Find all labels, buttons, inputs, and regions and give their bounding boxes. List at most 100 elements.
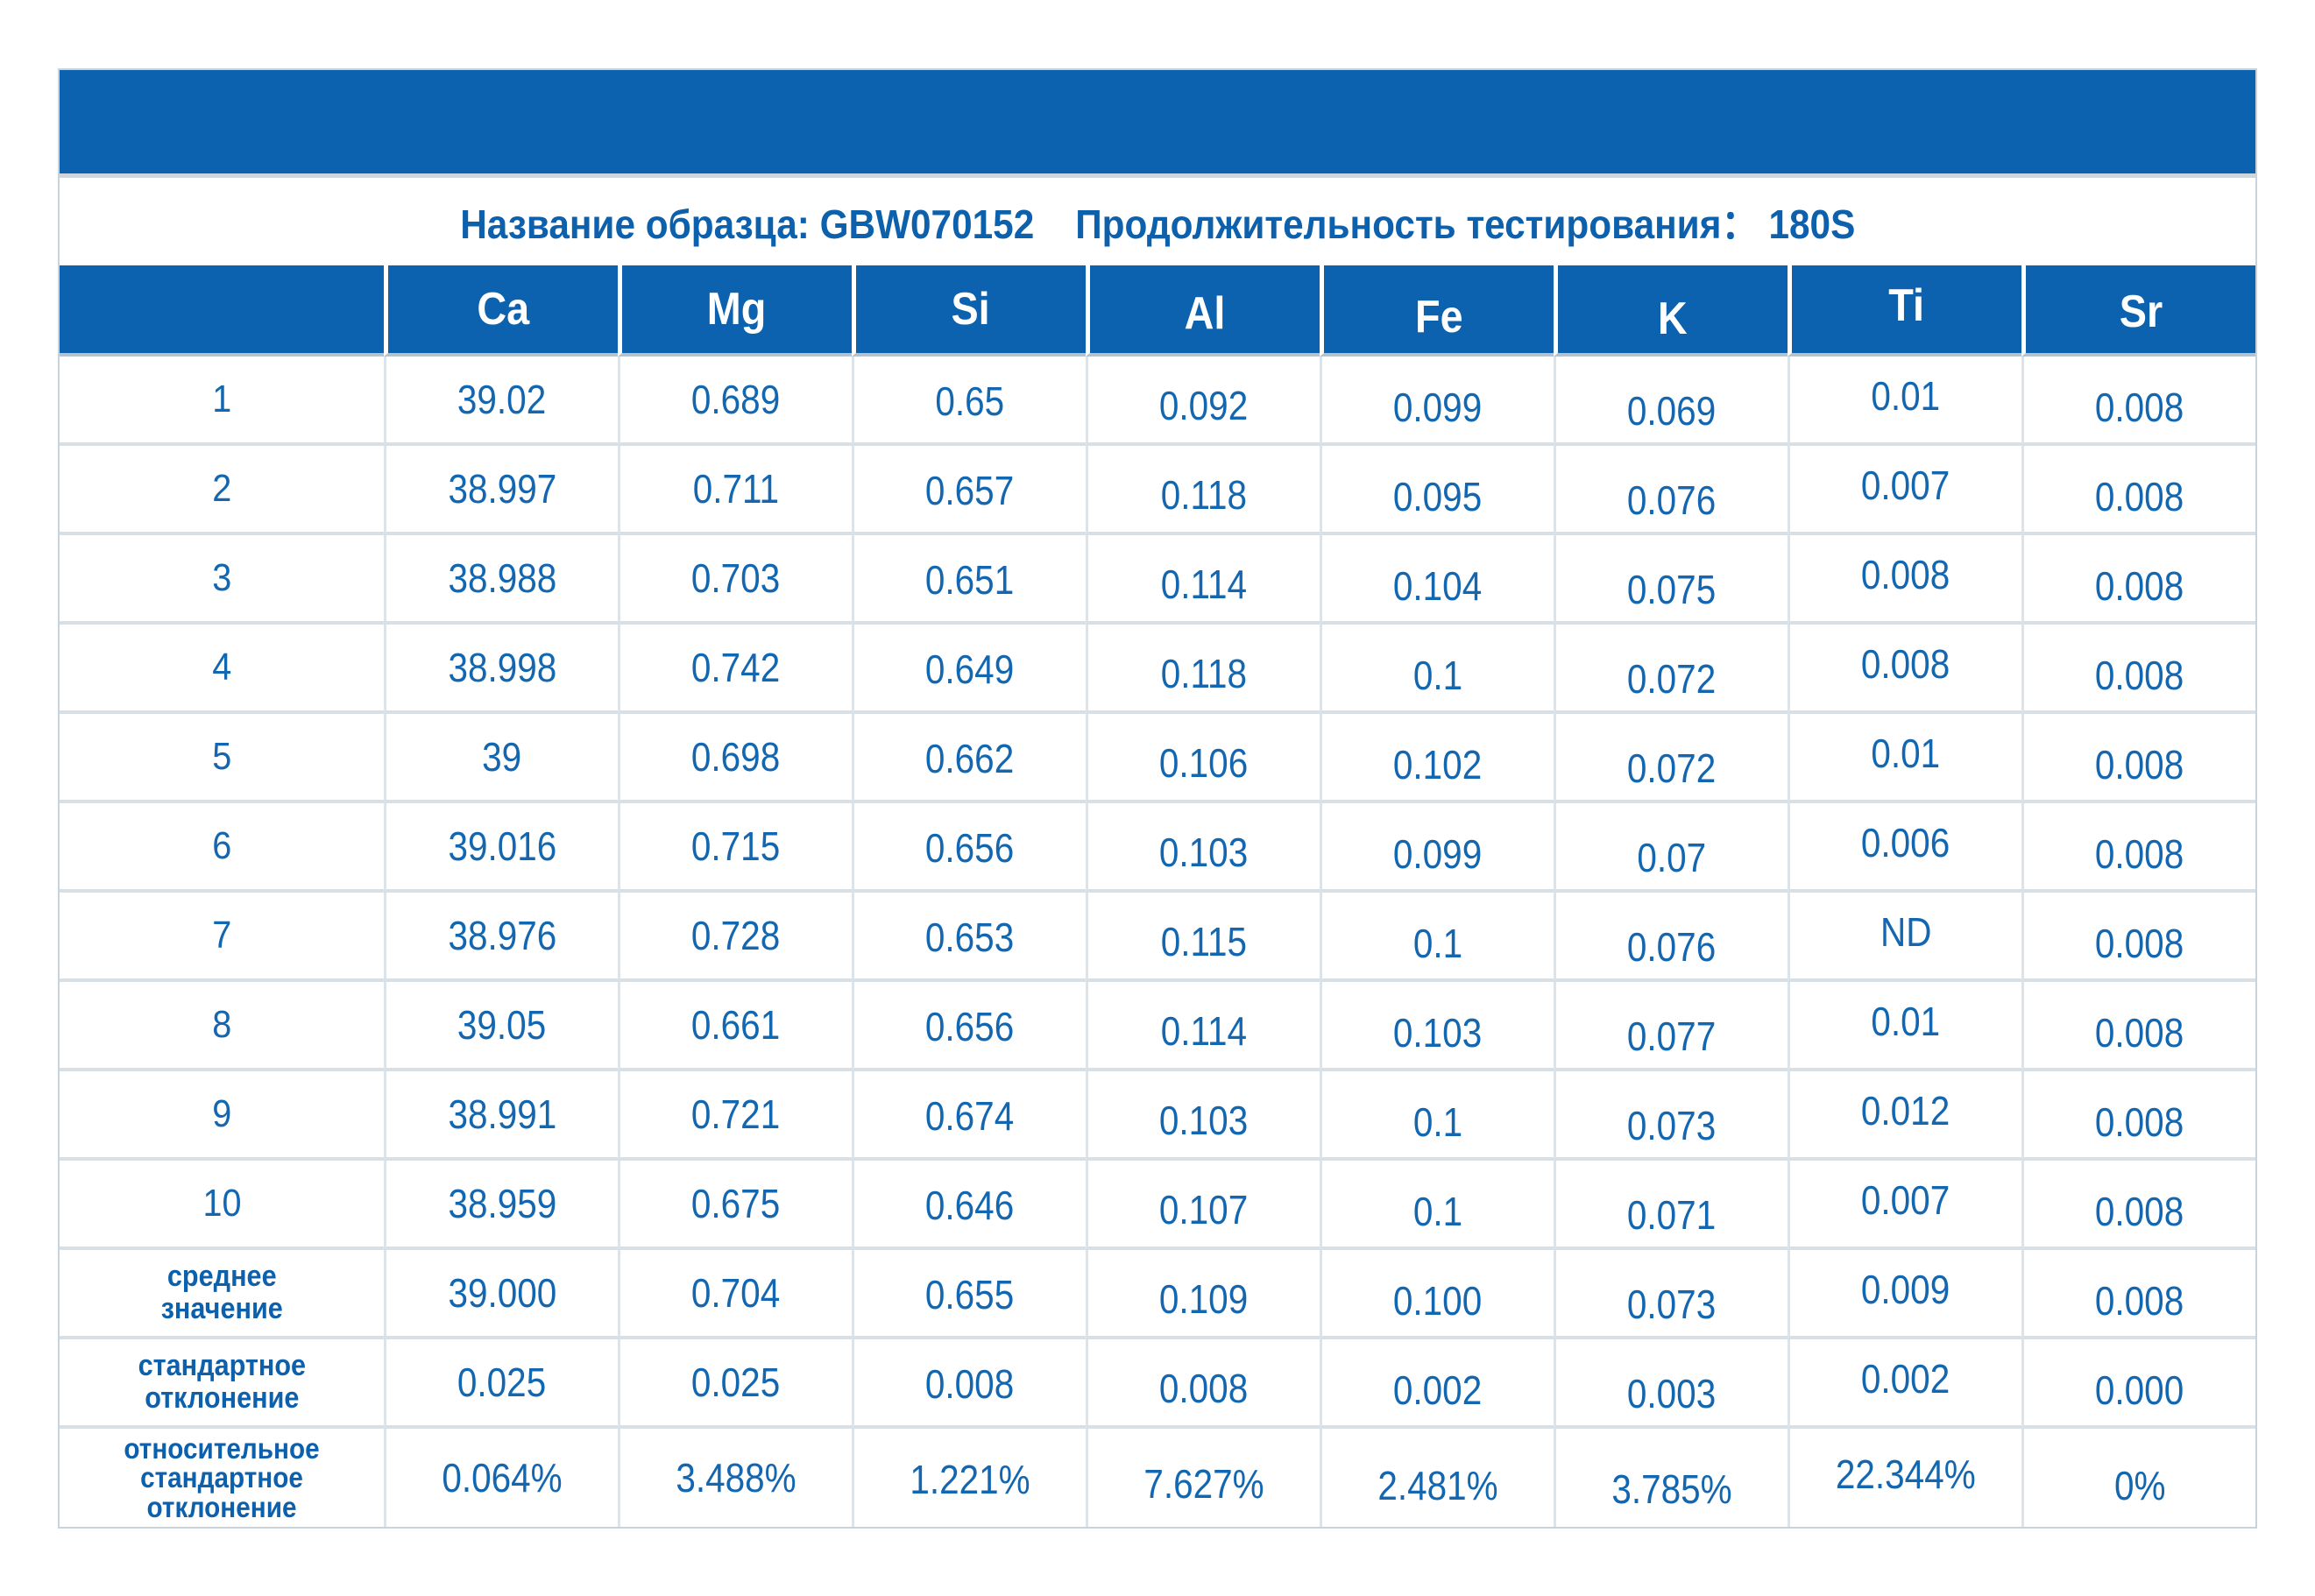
data-cell: 0.07 bbox=[1554, 803, 1788, 893]
data-cell: 0.000 bbox=[2021, 1339, 2255, 1429]
cell-value: 0.01 bbox=[1871, 999, 1941, 1044]
column-header-Ca: Ca bbox=[384, 265, 618, 357]
data-cell: 0.103 bbox=[1086, 1071, 1320, 1161]
column-header-Fe: Fe bbox=[1320, 265, 1554, 357]
column-header-Mg: Mg bbox=[618, 265, 852, 357]
data-cell: 0.003 bbox=[1554, 1339, 1788, 1429]
row-label-cell: 4 bbox=[60, 625, 384, 714]
row-label-cell: 8 bbox=[60, 982, 384, 1071]
data-cell: 0.008 bbox=[2021, 1071, 2255, 1161]
data-cell: 39.05 bbox=[384, 982, 618, 1071]
data-cell: 0.704 bbox=[618, 1250, 852, 1339]
row-label: стандартное отклонение bbox=[138, 1349, 306, 1415]
data-cell: 0.075 bbox=[1554, 535, 1788, 625]
cell-value: 0.104 bbox=[1393, 563, 1483, 609]
cell-value: 0.008 bbox=[925, 1361, 1015, 1407]
cell-value: 0.675 bbox=[691, 1181, 781, 1226]
row-label: 4 bbox=[211, 646, 232, 689]
cell-value: 0.742 bbox=[691, 645, 781, 690]
data-cell: 0.012 bbox=[1788, 1071, 2021, 1161]
row-label: 9 bbox=[211, 1092, 232, 1135]
cell-value: 0.656 bbox=[925, 1004, 1015, 1049]
data-cell: 0.002 bbox=[1320, 1339, 1554, 1429]
cell-value: 0.008 bbox=[1861, 552, 1950, 597]
row-label: 8 bbox=[211, 1003, 232, 1046]
cell-value: 0.07 bbox=[1637, 835, 1707, 880]
cell-value: 0.076 bbox=[1627, 477, 1717, 523]
cell-value: 0.073 bbox=[1627, 1282, 1717, 1327]
cell-value: 0.095 bbox=[1393, 474, 1483, 519]
row-label-cell: 5 bbox=[60, 714, 384, 803]
cell-value: 0.008 bbox=[2095, 653, 2184, 698]
cell-value: 0.1 bbox=[1412, 1189, 1463, 1234]
cell-value: 0.077 bbox=[1627, 1013, 1717, 1059]
cell-value: 0.072 bbox=[1627, 745, 1717, 791]
cell-value: 1.221% bbox=[910, 1457, 1030, 1502]
data-cell: 0.008 bbox=[2021, 535, 2255, 625]
data-cell: 0.656 bbox=[852, 982, 1086, 1071]
data-cell: 0.721 bbox=[618, 1071, 852, 1161]
data-cell: 0.008 bbox=[1788, 625, 2021, 714]
cell-value: 0.008 bbox=[2095, 1099, 2184, 1145]
results-grid: Ca Mg Si Al Fe K Ti Sr 1 39.02 0.689 0.65 0.092 0.09… bbox=[60, 265, 2255, 1527]
data-cell: 0.025 bbox=[384, 1339, 618, 1429]
cell-value: 0.649 bbox=[925, 646, 1015, 692]
cell-value: 0.007 bbox=[1861, 463, 1950, 508]
cell-value: 0.003 bbox=[1627, 1371, 1717, 1416]
cell-value: 0.01 bbox=[1871, 731, 1941, 776]
cell-value: 0.103 bbox=[1393, 1010, 1483, 1056]
data-cell: 0.099 bbox=[1320, 803, 1554, 893]
data-cell: 3.488% bbox=[618, 1429, 852, 1527]
cell-value: 0.099 bbox=[1393, 831, 1483, 877]
table-row: 3 38.988 0.703 0.651 0.114 0.104 0.075 0.008 0.0… bbox=[60, 535, 2255, 625]
data-cell: 0.099 bbox=[1320, 357, 1554, 446]
data-cell: 0.1 bbox=[1320, 1071, 1554, 1161]
data-cell: 0.65 bbox=[852, 357, 1086, 446]
data-cell: 0.114 bbox=[1086, 982, 1320, 1071]
data-cell: 0.1 bbox=[1320, 625, 1554, 714]
data-cell: 0.008 bbox=[1086, 1339, 1320, 1429]
table-row: 7 38.976 0.728 0.653 0.115 0.1 0.076 ND 0.008 bbox=[60, 893, 2255, 982]
cell-value: 0.064% bbox=[442, 1455, 563, 1501]
table-row: 5 39 0.698 0.662 0.106 0.102 0.072 0.01 0.008 bbox=[60, 714, 2255, 803]
data-cell: 1.221% bbox=[852, 1429, 1086, 1527]
data-cell: 0.1 bbox=[1320, 1161, 1554, 1250]
data-cell: 0.742 bbox=[618, 625, 852, 714]
column-header-row: Ca Mg Si Al Fe K Ti Sr bbox=[60, 265, 2255, 357]
data-cell: 0.002 bbox=[1788, 1339, 2021, 1429]
data-cell: 0.711 bbox=[618, 446, 852, 535]
cell-value: 0.646 bbox=[925, 1183, 1015, 1228]
data-cell: 0.008 bbox=[2021, 625, 2255, 714]
cell-value: 0.008 bbox=[2095, 563, 2184, 609]
cell-value: 39.000 bbox=[448, 1270, 556, 1316]
cell-value: 0% bbox=[2113, 1463, 2166, 1508]
cell-value: 0.069 bbox=[1627, 388, 1717, 434]
cell-value: 0.025 bbox=[457, 1359, 547, 1405]
row-label: 5 bbox=[211, 735, 232, 778]
data-cell: 0.1 bbox=[1320, 893, 1554, 982]
data-cell: 39.02 bbox=[384, 357, 618, 446]
data-cell: 0.006 bbox=[1788, 803, 2021, 893]
cell-value: 0.006 bbox=[1861, 820, 1950, 865]
cell-value: 38.959 bbox=[448, 1181, 556, 1226]
row-label: 1 bbox=[211, 378, 232, 420]
cell-value: 0.656 bbox=[925, 825, 1015, 871]
cell-value: 0.008 bbox=[1159, 1366, 1249, 1411]
cell-value: 0.071 bbox=[1627, 1192, 1717, 1238]
data-cell: 0.104 bbox=[1320, 535, 1554, 625]
data-cell: 0.662 bbox=[852, 714, 1086, 803]
table-row: 8 39.05 0.661 0.656 0.114 0.103 0.077 0.01 0.008 bbox=[60, 982, 2255, 1071]
cell-value: 0.109 bbox=[1159, 1276, 1249, 1322]
data-cell: 0.025 bbox=[618, 1339, 852, 1429]
data-cell: 3.785% bbox=[1554, 1429, 1788, 1527]
cell-value: 0.657 bbox=[925, 468, 1015, 513]
cell-value: 38.988 bbox=[448, 555, 556, 601]
cell-value: 0.65 bbox=[935, 378, 1005, 424]
data-cell: 7.627% bbox=[1086, 1429, 1320, 1527]
column-header-label: Mg bbox=[707, 284, 767, 335]
cell-value: 0.009 bbox=[1861, 1267, 1950, 1312]
cell-value: 0.075 bbox=[1627, 567, 1717, 612]
data-cell: ND bbox=[1788, 893, 2021, 982]
table-row: 1 39.02 0.689 0.65 0.092 0.099 0.069 0.01 0.008 bbox=[60, 357, 2255, 446]
